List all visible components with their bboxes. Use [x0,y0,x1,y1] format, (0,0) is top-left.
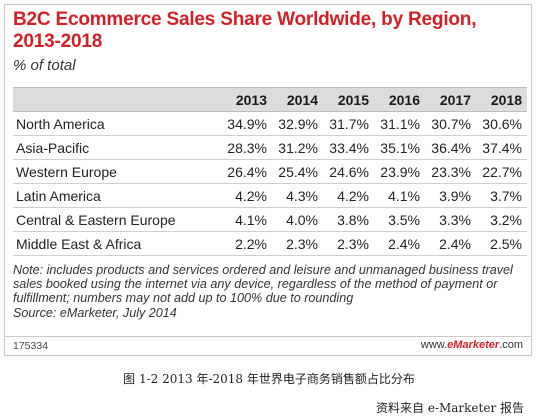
year-header: 2016 [374,87,425,112]
region-label: Asia-Pacific [13,135,221,160]
region-label: Central & Eastern Europe [13,207,221,232]
site-suffix: .com [499,339,523,351]
table-row: Central & Eastern Europe 4.1% 4.0% 3.8% … [13,207,527,232]
year-header: 2015 [323,87,374,112]
value-cell: 4.0% [272,207,323,232]
chart-note: Note: includes products and services ord… [13,263,527,320]
value-cell: 23.3% [425,159,476,184]
table-row: Western Europe 26.4% 25.4% 24.6% 23.9% 2… [13,159,527,184]
table-header-row: 2013 2014 2015 2016 2017 2018 [13,87,527,112]
value-cell: 25.4% [272,159,323,184]
year-header: 2017 [425,87,476,112]
chart-title: B2C Ecommerce Sales Share Worldwide, by … [13,9,477,52]
value-cell: 4.1% [374,183,425,208]
region-label: Latin America [13,183,221,208]
value-cell: 37.4% [476,135,527,160]
year-header: 2013 [221,87,272,112]
table-row: North America 34.9% 32.9% 31.7% 31.1% 30… [13,111,527,136]
value-cell: 31.7% [323,111,374,136]
figure-caption: 图 1-2 2013 年-2018 年世界电子商务销售额占比分布 [123,372,415,386]
chart-footer: 175334 www.eMarketer.com [5,336,531,355]
value-cell: 31.2% [272,135,323,160]
value-cell: 3.7% [476,183,527,208]
value-cell: 3.9% [425,183,476,208]
value-cell: 4.3% [272,183,323,208]
value-cell: 30.7% [425,111,476,136]
value-cell: 22.7% [476,159,527,184]
value-cell: 35.1% [374,135,425,160]
value-cell: 2.3% [323,231,374,256]
region-label: North America [13,111,221,136]
site-brand: eMarketer [447,339,500,351]
publisher-logo: www.eMarketer.com [421,339,523,351]
chart-id: 175334 [13,340,49,352]
value-cell: 24.6% [323,159,374,184]
value-cell: 4.2% [323,183,374,208]
region-label: Western Europe [13,159,221,184]
year-header: 2014 [272,87,323,112]
value-cell: 2.5% [476,231,527,256]
value-cell: 33.4% [323,135,374,160]
source-text: Source: eMarketer, July 2014 [13,305,177,320]
year-header: 2018 [476,87,527,112]
row-header-cell [13,87,221,112]
source-attribution: 资料来自 e-Marketer 报告 [376,401,524,415]
data-table: 2013 2014 2015 2016 2017 2018 North Amer… [13,87,527,256]
value-cell: 34.9% [221,111,272,136]
value-cell: 28.3% [221,135,272,160]
value-cell: 4.1% [221,207,272,232]
value-cell: 2.4% [374,231,425,256]
value-cell: 30.6% [476,111,527,136]
note-text: Note: includes products and services ord… [13,263,513,306]
chart-card: B2C Ecommerce Sales Share Worldwide, by … [4,4,532,356]
chart-subtitle: % of total [13,57,76,74]
value-cell: 2.4% [425,231,476,256]
region-label: Middle East & Africa [13,231,221,256]
value-cell: 3.2% [476,207,527,232]
value-cell: 31.1% [374,111,425,136]
value-cell: 36.4% [425,135,476,160]
value-cell: 32.9% [272,111,323,136]
value-cell: 2.2% [221,231,272,256]
table-row: Latin America 4.2% 4.3% 4.2% 4.1% 3.9% 3… [13,183,527,208]
value-cell: 2.3% [272,231,323,256]
value-cell: 26.4% [221,159,272,184]
site-prefix: www. [420,339,448,351]
value-cell: 23.9% [374,159,425,184]
value-cell: 3.3% [425,207,476,232]
table-row: Asia-Pacific 28.3% 31.2% 33.4% 35.1% 36.… [13,135,527,160]
value-cell: 3.8% [323,207,374,232]
table-row: Middle East & Africa 2.2% 2.3% 2.3% 2.4%… [13,231,527,256]
value-cell: 3.5% [374,207,425,232]
value-cell: 4.2% [221,183,272,208]
